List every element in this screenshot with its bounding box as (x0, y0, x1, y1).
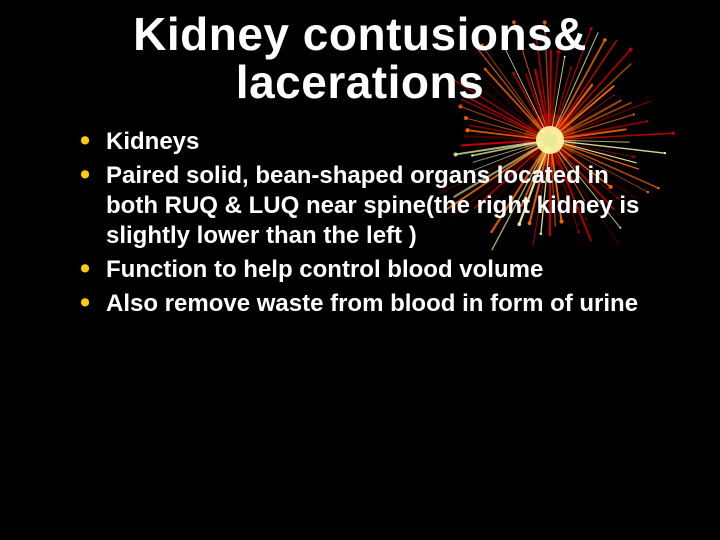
list-item: Kidneys (80, 127, 660, 157)
list-item: Also remove waste from blood in form of … (80, 289, 660, 319)
bullet-list: Kidneys Paired solid, bean-shaped organs… (0, 127, 720, 319)
list-item: Paired solid, bean-shaped organs located… (80, 161, 660, 251)
list-item: Function to help control blood volume (80, 255, 660, 285)
slide-title: Kidney contusions& lacerations (0, 0, 720, 127)
